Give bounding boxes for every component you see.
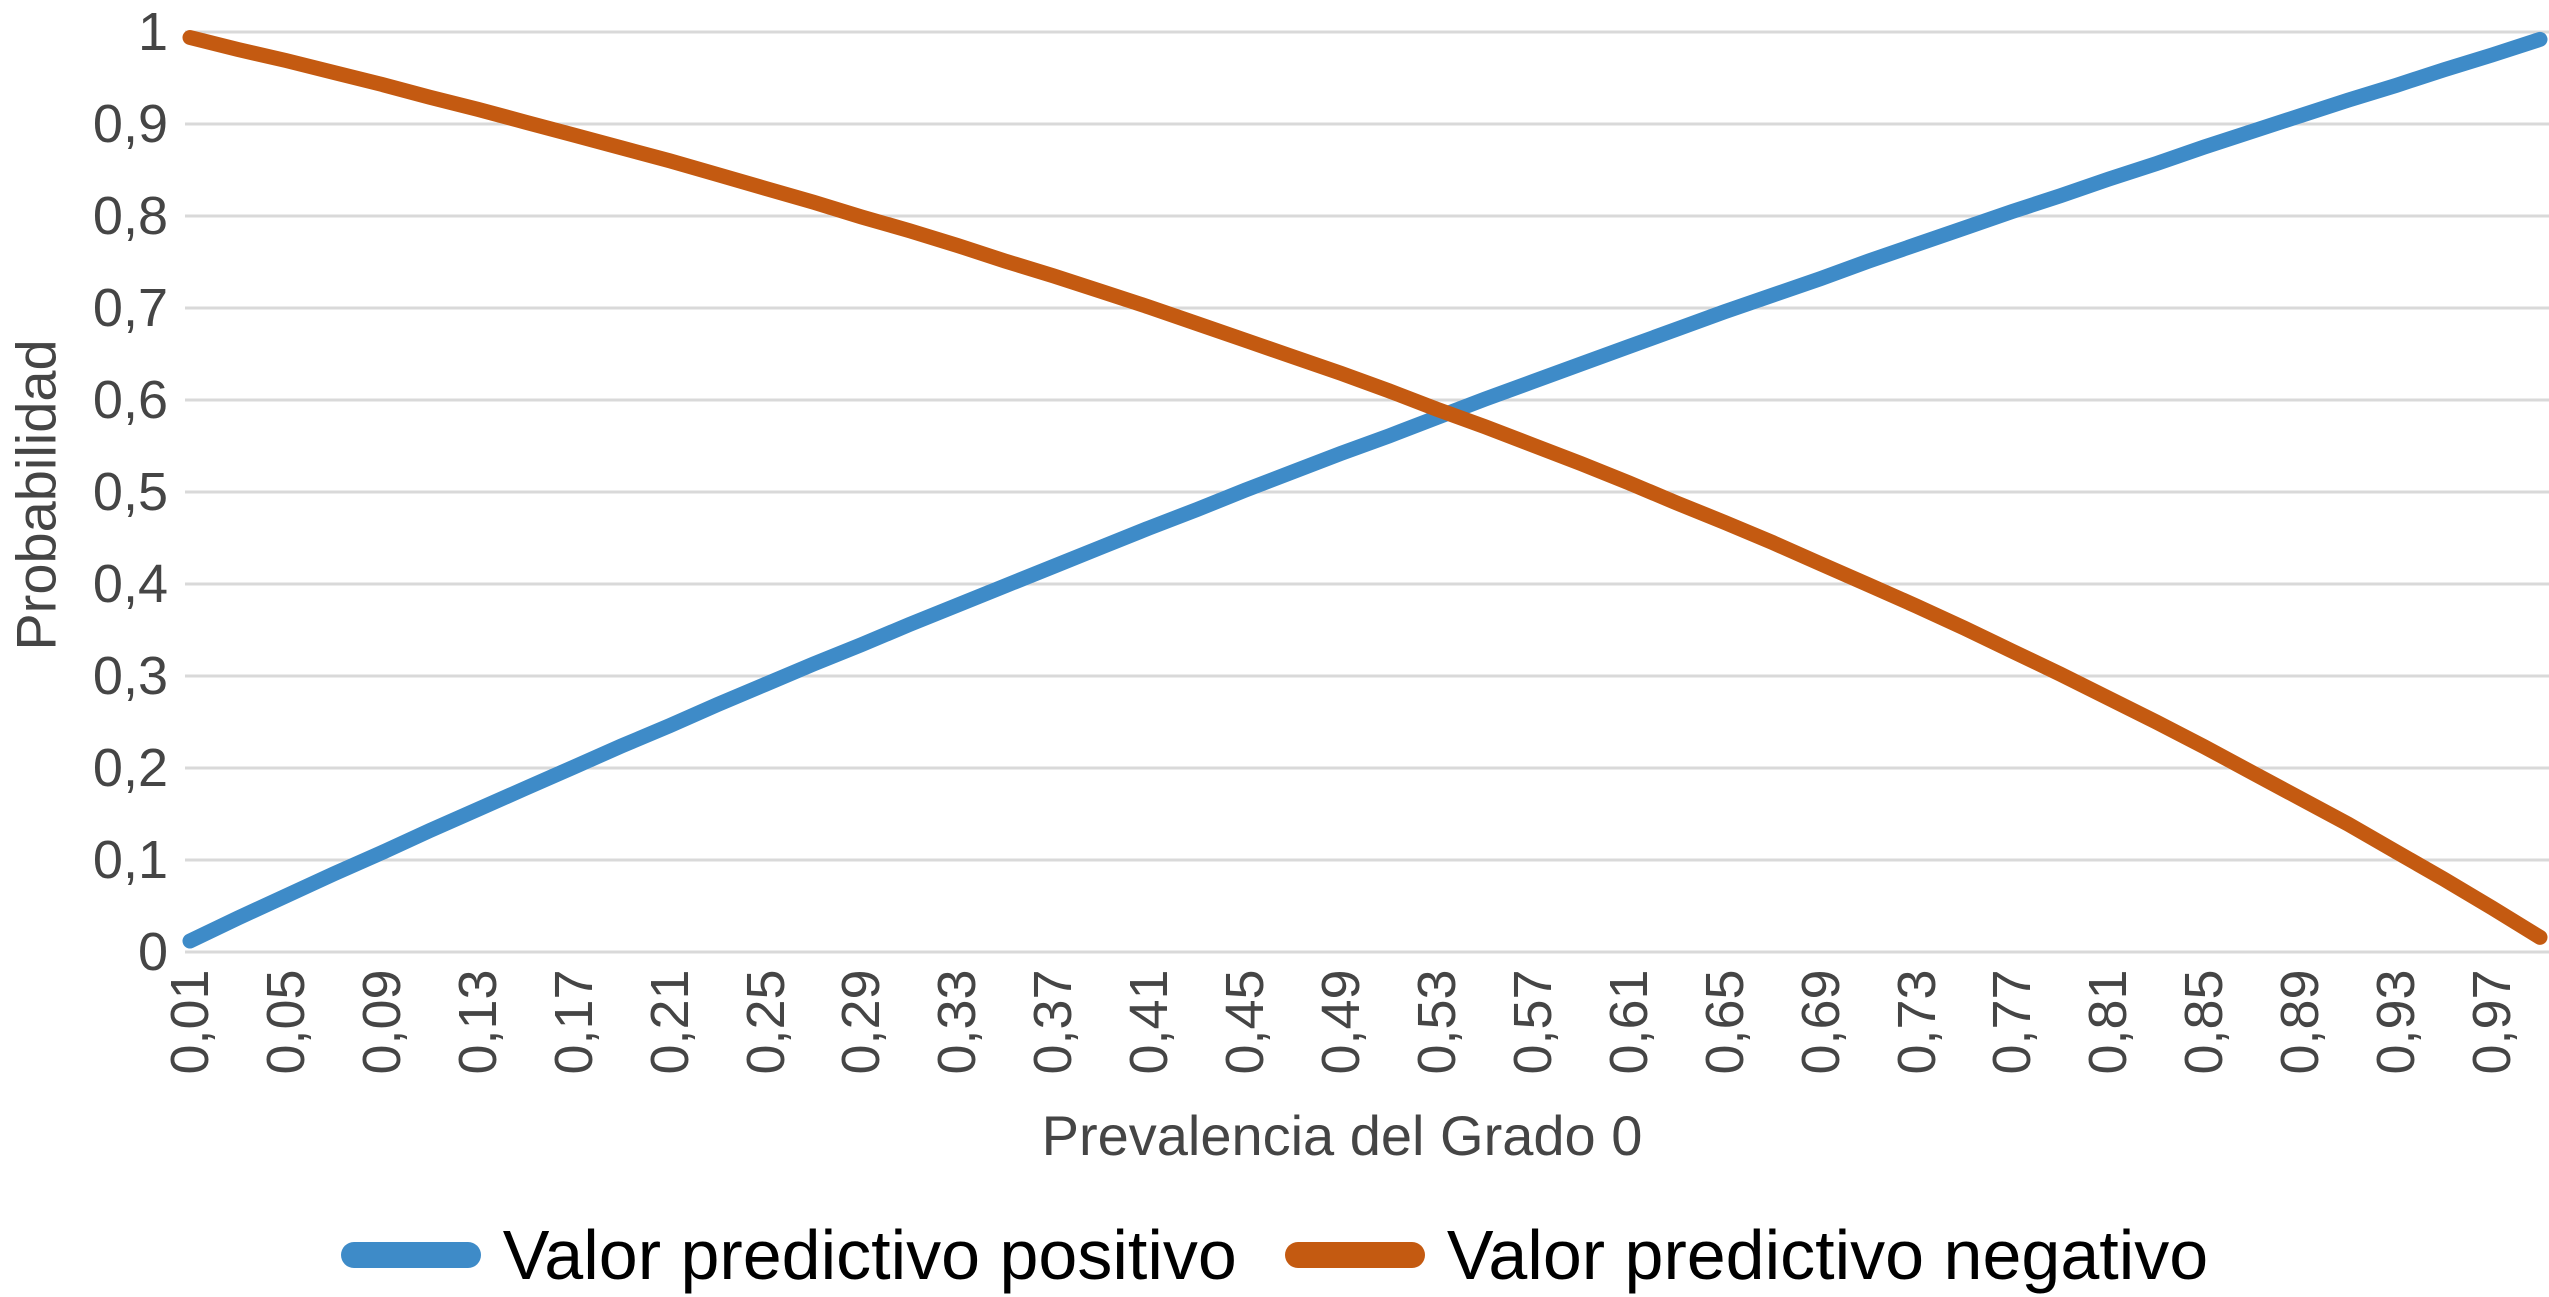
y-tick-label: 0,1 (92, 830, 168, 890)
legend-item-valor-predictivo-negativo[interactable]: Valor predictivo negativo (1284, 1213, 2209, 1297)
x-tick-label: 0,93 (2366, 969, 2427, 1075)
legend-swatch-negativo-line-icon (1284, 1241, 1425, 1268)
x-tick-label: 0,81 (2078, 969, 2139, 1075)
y-tick-label: 0,2 (92, 738, 168, 798)
x-tick-label: 0,33 (927, 969, 988, 1075)
legend-label-negativo: Valor predictivo negativo (1446, 1215, 2209, 1294)
x-tick-label: 0,37 (1023, 969, 1084, 1075)
y-tick-label: 0,6 (92, 370, 168, 430)
y-tick-label: 1 (137, 2, 168, 62)
x-tick-label: 0,17 (543, 969, 604, 1075)
x-tick-label: 0,21 (639, 969, 700, 1075)
x-tick-label: 0,61 (1598, 969, 1659, 1075)
y-tick-label: 0,9 (92, 94, 168, 154)
x-tick-label: 0,09 (351, 969, 412, 1075)
y-axis-title: Probabilidad (4, 339, 68, 651)
x-tick-label: 0,53 (1406, 969, 1467, 1075)
legend-swatch-positivo-line-icon (340, 1241, 481, 1268)
x-tick-label: 0,29 (831, 969, 892, 1075)
x-tick-label: 0,01 (160, 969, 220, 1075)
x-tick-label: 0,45 (1215, 969, 1276, 1075)
x-tick-label: 0,77 (1982, 969, 2043, 1075)
x-tick-label: 0,13 (447, 969, 508, 1075)
series-line-positivo (182, 31, 2548, 949)
x-tick-label: 0,25 (735, 969, 796, 1075)
y-tick-label: 0 (137, 922, 168, 982)
legend-label-positivo: Valor predictivo positivo (502, 1215, 1237, 1294)
x-tick-label: 0,97 (2462, 969, 2523, 1075)
legend: Valor predictivo positivo Valor predicti… (0, 1212, 2549, 1297)
x-tick-label: 0,49 (1311, 969, 1372, 1075)
y-tick-label: 0,3 (92, 646, 168, 706)
y-tick-label: 0,5 (92, 462, 168, 522)
x-tick-label: 0,41 (1119, 969, 1180, 1075)
x-tick-label: 0,57 (1502, 969, 1563, 1075)
legend-item-valor-predictivo-positivo[interactable]: Valor predictivo positivo (340, 1213, 1237, 1297)
x-tick-label: 0,69 (1790, 969, 1851, 1075)
x-tick-label: 0,65 (1694, 969, 1755, 1075)
x-tick-label: 0,73 (1886, 969, 1947, 1075)
y-tick-label: 0,8 (92, 186, 168, 246)
y-tick-label: 0,4 (92, 554, 168, 614)
x-tick-label: 0,89 (2270, 969, 2331, 1075)
x-tick-label: 0,05 (255, 969, 316, 1075)
x-tick-label: 0,85 (2174, 969, 2235, 1075)
series-line-negativo (182, 30, 2548, 945)
x-axis-title: Prevalencia del Grado 0 (1041, 1104, 1643, 1167)
y-tick-label: 0,7 (92, 278, 168, 338)
